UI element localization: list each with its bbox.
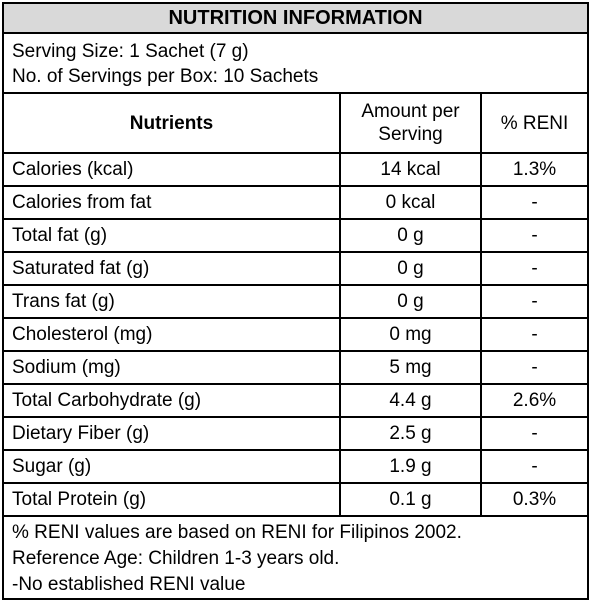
nutrient-reni: - [481, 285, 587, 319]
nutrient-reni: 2.6% [481, 384, 587, 418]
table-row: Cholesterol (mg) 0 mg - [4, 318, 587, 352]
footnote-line: % RENI values are based on RENI for Fili… [12, 522, 462, 543]
nutrient-table: Nutrients Amount per Serving % RENI Calo… [4, 94, 587, 517]
nutrient-amount: 5 mg [340, 351, 482, 385]
table-row: Total fat (g) 0 g- [4, 219, 587, 253]
nutrient-reni: 1.3% [481, 153, 587, 187]
nutrient-amount: 0 g [340, 219, 482, 253]
nutrient-name: Total Carbohydrate (g) [4, 384, 341, 418]
nutrient-amount: 1.9 g [340, 450, 482, 484]
amount-header-line2: Serving [378, 124, 443, 145]
footnote-line: -No established RENI value [12, 574, 246, 595]
nutrient-reni: - [481, 252, 587, 286]
nutrient-name: Trans fat (g) [4, 285, 341, 319]
nutrient-amount: 0 mg [340, 318, 482, 352]
column-header-nutrients: Nutrients [4, 94, 341, 154]
footnote-line: Reference Age: Children 1-3 years old. [12, 548, 340, 569]
table-row: Sugar (g) 1.9 g- [4, 450, 587, 484]
table-row: Trans fat (g) 0 g- [4, 285, 587, 319]
nutrient-reni: - [481, 318, 587, 352]
nutrient-amount: 2.5 g [340, 417, 482, 451]
nutrient-amount: 0 g [340, 285, 482, 319]
panel-title: NUTRITION INFORMATION [4, 4, 587, 34]
column-header-reni: % RENI [481, 94, 587, 154]
nutrient-name: Total fat (g) [4, 219, 341, 253]
nutrient-name: Sugar (g) [4, 450, 341, 484]
nutrient-amount: 14 kcal [340, 153, 482, 187]
nutrient-name: Calories from fat [4, 186, 341, 220]
nutrient-reni: - [481, 417, 587, 451]
nutrient-reni: - [481, 186, 587, 220]
table-row: Calories (kcal) 14 kcal 1.3% [4, 153, 587, 187]
nutrient-amount: 0 kcal [340, 186, 482, 220]
table-row: Calories from fat 0 kcal - [4, 186, 587, 220]
table-row: Saturated fat (g) 0 g- [4, 252, 587, 286]
nutrient-reni: - [481, 450, 587, 484]
nutrient-name: Cholesterol (mg) [4, 318, 341, 352]
column-header-amount: Amount per Serving [340, 94, 482, 154]
serving-info: Serving Size: 1 Sachet (7 g) No. of Serv… [4, 34, 587, 94]
table-row: Dietary Fiber (g) 2.5 g- [4, 417, 587, 451]
amount-header-line1: Amount per [361, 101, 460, 122]
nutrient-name: Calories (kcal) [4, 153, 341, 187]
nutrient-amount: 0.1 g [340, 483, 482, 517]
table-header-row: Nutrients Amount per Serving % RENI [4, 94, 587, 154]
table-row: Total Protein (g) 0.1 g 0.3% [4, 483, 587, 517]
nutrient-rows: Calories (kcal) 14 kcal 1.3% Calories from … [4, 153, 587, 517]
nutrient-name: Dietary Fiber (g) [4, 417, 341, 451]
nutrient-name: Sodium (mg) [4, 351, 341, 385]
nutrient-name: Total Protein (g) [4, 483, 341, 517]
nutrient-amount: 0 g [340, 252, 482, 286]
table-row: Sodium (mg) 5 mg - [4, 351, 587, 385]
footnotes: % RENI values are based on RENI for Fili… [4, 517, 587, 598]
servings-per-box: No. of Servings per Box: 10 Sachets [12, 66, 319, 87]
nutrient-name: Saturated fat (g) [4, 252, 341, 286]
nutrient-reni: 0.3% [481, 483, 587, 517]
nutrient-reni: - [481, 351, 587, 385]
nutrient-reni: - [481, 219, 587, 253]
table-row: Total Carbohydrate (g) 4.4 g 2.6% [4, 384, 587, 418]
nutrient-amount: 4.4 g [340, 384, 482, 418]
serving-size: Serving Size: 1 Sachet (7 g) [12, 41, 249, 62]
